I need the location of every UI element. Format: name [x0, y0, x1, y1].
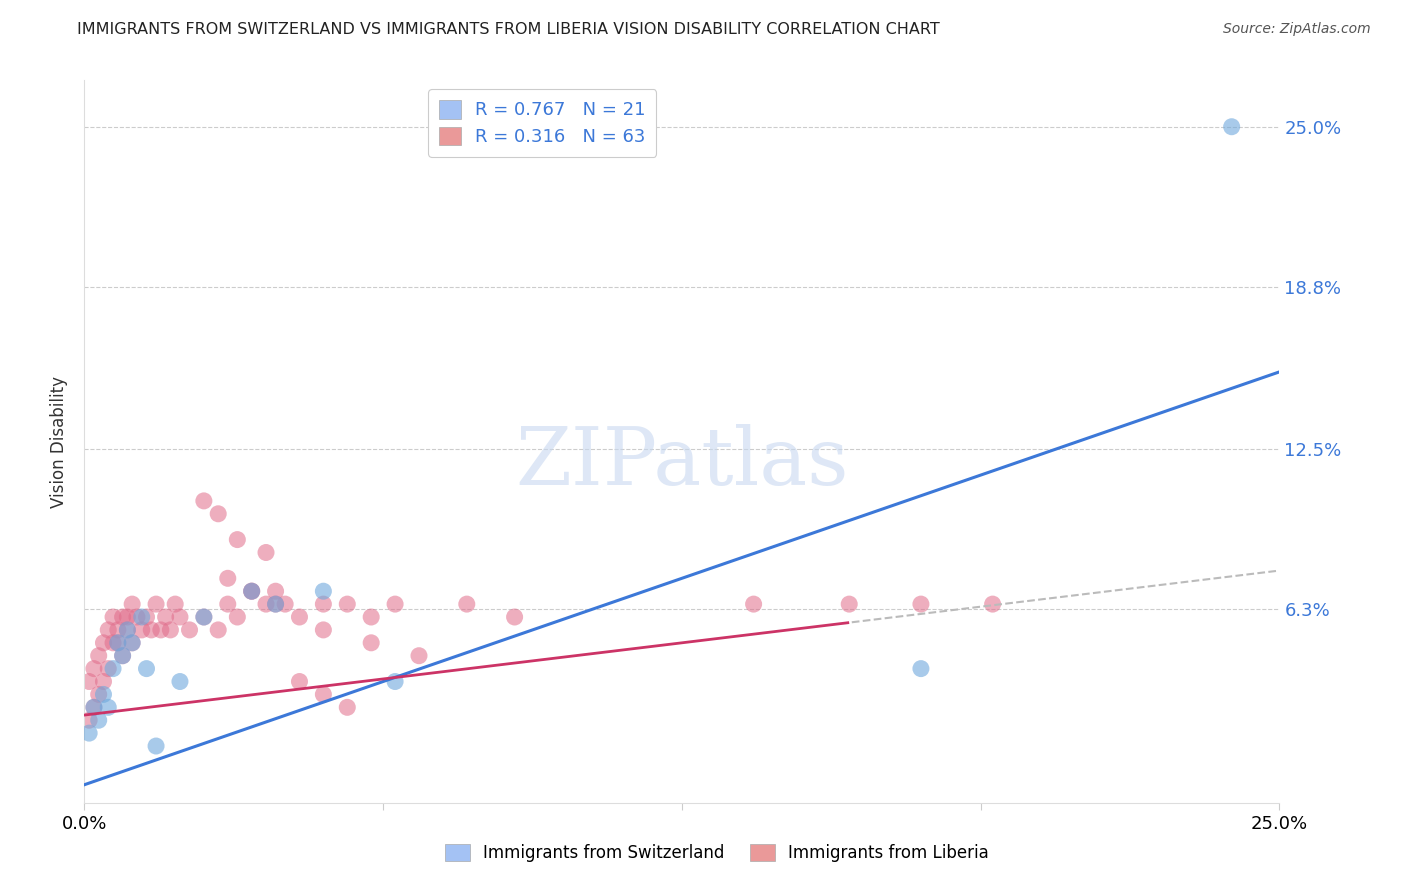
Point — [117, 623, 139, 637]
Point — [111, 610, 134, 624]
Text: Source: ZipAtlas.com: Source: ZipAtlas.com — [1223, 22, 1371, 37]
Point — [456, 597, 478, 611]
Y-axis label: Vision Disability: Vision Disability — [51, 376, 69, 508]
Point — [384, 597, 406, 611]
Point — [101, 636, 124, 650]
Point — [93, 687, 115, 701]
Point — [107, 636, 129, 650]
Point — [83, 700, 105, 714]
Point — [312, 623, 335, 637]
Point — [111, 648, 134, 663]
Point — [131, 610, 153, 624]
Point — [226, 610, 249, 624]
Point — [87, 687, 110, 701]
Point — [121, 636, 143, 650]
Point — [360, 610, 382, 624]
Point — [240, 584, 263, 599]
Point — [93, 636, 115, 650]
Point — [145, 739, 167, 753]
Point — [274, 597, 297, 611]
Point — [264, 597, 287, 611]
Point — [87, 713, 110, 727]
Point — [264, 584, 287, 599]
Point — [155, 610, 177, 624]
Point — [97, 623, 120, 637]
Point — [77, 726, 100, 740]
Point — [312, 687, 335, 701]
Point — [101, 662, 124, 676]
Point — [107, 623, 129, 637]
Point — [254, 597, 277, 611]
Point — [135, 662, 157, 676]
Point — [408, 648, 430, 663]
Point — [97, 662, 120, 676]
Point — [145, 597, 167, 611]
Point — [107, 636, 129, 650]
Point — [217, 571, 239, 585]
Point — [207, 623, 229, 637]
Point — [226, 533, 249, 547]
Text: IMMIGRANTS FROM SWITZERLAND VS IMMIGRANTS FROM LIBERIA VISION DISABILITY CORRELA: IMMIGRANTS FROM SWITZERLAND VS IMMIGRANT… — [77, 22, 941, 37]
Point — [165, 597, 187, 611]
Point — [240, 584, 263, 599]
Legend: R = 0.767   N = 21, R = 0.316   N = 63: R = 0.767 N = 21, R = 0.316 N = 63 — [427, 89, 657, 157]
Point — [336, 597, 359, 611]
Point — [336, 700, 359, 714]
Point — [97, 700, 120, 714]
Point — [207, 507, 229, 521]
Point — [77, 713, 100, 727]
Point — [101, 610, 124, 624]
Point — [384, 674, 406, 689]
Legend: Immigrants from Switzerland, Immigrants from Liberia: Immigrants from Switzerland, Immigrants … — [437, 836, 997, 871]
Point — [111, 648, 134, 663]
Point — [169, 610, 191, 624]
Point — [264, 597, 287, 611]
Point — [131, 623, 153, 637]
Point — [121, 597, 143, 611]
Point — [179, 623, 201, 637]
Point — [193, 610, 215, 624]
Point — [93, 674, 115, 689]
Point — [141, 623, 163, 637]
Point — [159, 623, 181, 637]
Point — [217, 597, 239, 611]
Point — [87, 648, 110, 663]
Point — [125, 610, 148, 624]
Point — [288, 610, 311, 624]
Point — [121, 636, 143, 650]
Point — [981, 597, 1004, 611]
Point — [1220, 120, 1243, 134]
Point — [193, 610, 215, 624]
Point — [288, 674, 311, 689]
Point — [135, 610, 157, 624]
Point — [83, 662, 105, 676]
Point — [83, 700, 105, 714]
Point — [149, 623, 172, 637]
Point — [193, 494, 215, 508]
Text: ZIPatlas: ZIPatlas — [515, 425, 849, 502]
Point — [838, 597, 860, 611]
Point — [503, 610, 526, 624]
Point — [117, 623, 139, 637]
Point — [910, 662, 932, 676]
Point — [169, 674, 191, 689]
Point — [360, 636, 382, 650]
Point — [240, 584, 263, 599]
Point — [312, 597, 335, 611]
Point — [910, 597, 932, 611]
Point — [742, 597, 765, 611]
Point — [312, 584, 335, 599]
Point — [77, 674, 100, 689]
Point — [117, 610, 139, 624]
Point — [254, 545, 277, 559]
